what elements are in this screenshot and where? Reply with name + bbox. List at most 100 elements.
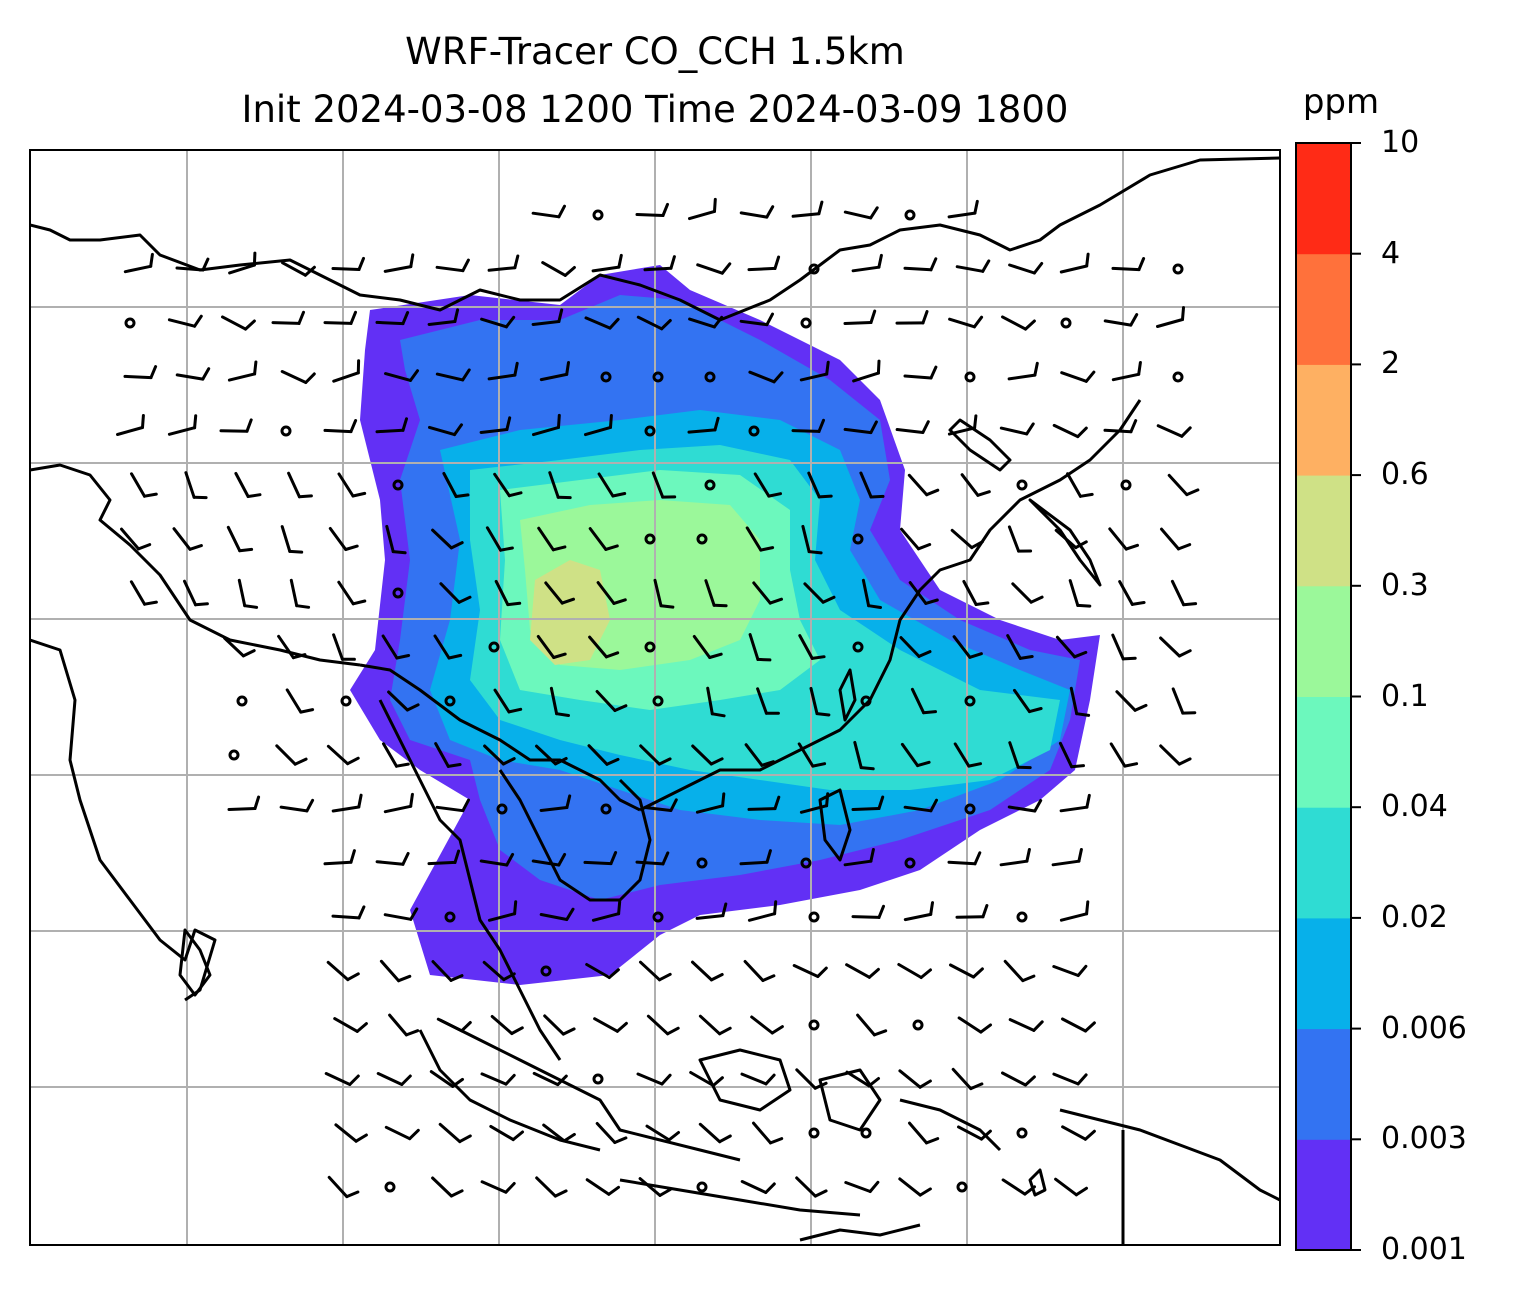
wind-barb-shaft [696,263,724,275]
wind-barb-flag [617,253,623,269]
wind-barb-flag [1130,601,1146,606]
wind-barb-shaft [957,1016,983,1034]
wind-barb-shaft [859,471,873,499]
colorbar-segment [1296,253,1351,365]
wind-barb-shaft [704,579,716,607]
wind-barb-flag [929,365,938,380]
wind-barb-shaft [531,859,561,867]
wind-barb-shaft [1118,580,1134,606]
colorbar-segment [1296,696,1351,808]
wind-barb-flag [357,905,366,920]
wind-barb-flag [817,494,833,499]
calm-wind-marker [808,263,820,275]
wind-barb-flag [976,490,991,497]
wind-barb-flag [1177,543,1192,551]
calm-wind-marker [1016,1127,1028,1139]
wind-barb-shaft [482,960,506,982]
wind-barb-flag [817,200,824,216]
wind-barb-shaft [480,1072,508,1086]
wind-barb-flag [449,541,464,550]
wind-barb-flag [721,902,728,918]
wind-barb-shaft [323,428,353,434]
wind-barb-shaft [797,742,815,768]
wind-barb-shaft [947,211,977,219]
calm-wind-marker [384,1181,396,1193]
wind-barb-flag [615,1021,628,1033]
calm-wind-marker [964,371,976,383]
wind-barb-shaft [851,915,881,919]
wind-barb-shaft [591,912,621,922]
wind-barb-flag [143,492,158,498]
wind-barb-shaft [431,1176,453,1198]
wind-barb-shaft [1003,959,1025,983]
wind-barb-shaft [532,1071,560,1087]
wind-barb-shaft [584,316,612,330]
wind-barb-shaft [1159,636,1181,658]
wind-barb-flag [1076,964,1088,977]
wind-barb-flag [773,900,778,916]
wind-barb-shaft [1170,579,1186,607]
wind-barb-shaft [748,370,776,384]
wind-barb-shaft [948,317,976,329]
wind-barb-shaft [898,1177,922,1197]
wind-barb-shaft [695,914,725,920]
wind-barb-shaft [543,1014,565,1036]
wind-barb-shaft [535,1176,557,1198]
wind-barb-shaft [331,914,361,920]
colorbar-tick-label: 0.3 [1381,567,1429,603]
wind-barb-flag [504,1073,516,1086]
wind-barb-shaft [908,581,928,605]
wind-barb-flag [245,418,253,433]
wind-barb-flag [929,257,938,272]
wind-barb-shaft [1061,1017,1087,1033]
wind-barb-flag [1023,1185,1036,1196]
wind-barb-shaft [1008,263,1036,275]
wind-barb-shaft [595,690,617,712]
wind-barb-shaft [384,372,412,382]
wind-barb-shaft [381,634,399,660]
wind-barb-flag [1029,595,1044,604]
colorbar-tick-label: 4 [1381,235,1401,271]
wind-barb-flag [667,1131,680,1142]
wind-barb-shaft [323,860,353,866]
colorbar-segment [1296,585,1351,697]
wind-barb-shaft [375,320,405,326]
wind-barb-flag [1180,426,1192,438]
wind-barb-flag [345,1190,360,1199]
wind-barb-shaft [480,1180,508,1194]
wind-barb-shaft [427,860,457,866]
wind-barb-shaft [1007,373,1037,381]
wind-barb-flag [765,849,772,864]
wind-barb-flag [453,308,460,323]
wind-barb-flag [458,1134,472,1144]
wind-barb-flag [709,757,724,766]
wind-barb-shaft [747,266,777,272]
wind-barb-shaft [279,805,309,813]
wind-barb-shaft [856,1013,876,1037]
wind-barb-shaft [434,742,450,768]
wind-barb-shaft [130,472,146,498]
calm-wind-marker [444,695,456,707]
wind-barb-flag [922,710,937,715]
wind-barb-shaft [635,213,665,217]
wind-barb-shaft [323,321,353,325]
calm-wind-marker [392,587,404,599]
wind-barb-flag [1077,848,1083,863]
colorbar-tick-label: 0.02 [1381,899,1448,935]
wind-barb-shaft [429,1070,455,1088]
wind-barb-shaft [332,371,360,383]
wind-barb-shaft [281,261,307,277]
wind-barb-shaft [539,806,569,812]
wind-barb-flag [815,712,831,717]
wind-barb-shaft [903,805,933,813]
wind-barb-shaft [1171,687,1185,715]
wind-barb-flag [553,1189,568,1198]
wind-barb-flag [288,549,304,554]
wind-barb-flag [447,653,463,660]
wind-barb-flag [917,543,932,551]
wind-barb-flag [929,901,934,916]
calm-wind-marker [592,1073,604,1085]
wind-barb-flag [505,852,515,867]
wind-barb-flag [659,604,675,609]
map-area [30,150,1280,1245]
